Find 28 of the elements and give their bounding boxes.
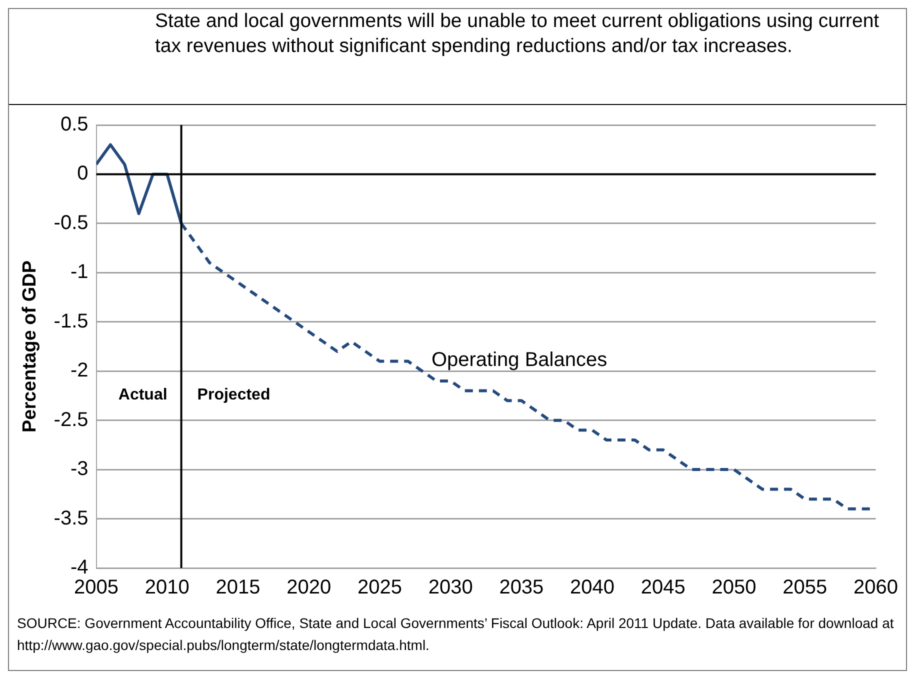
y-tick-label: -4 xyxy=(70,556,88,579)
x-tick-label: 2015 xyxy=(216,576,260,599)
y-tick-label: -2.5 xyxy=(54,408,88,431)
y-tick-label: 0.5 xyxy=(60,114,88,136)
x-tick-label: 2055 xyxy=(782,576,828,599)
x-tick-label: 2010 xyxy=(144,576,190,599)
x-tick-label: 2060 xyxy=(854,576,898,599)
x-tick-label: 2020 xyxy=(286,576,332,599)
annotation: Actual xyxy=(118,386,168,404)
y-axis-title: Percentage of GDP xyxy=(20,260,41,433)
x-tick-label: 2005 xyxy=(74,576,119,599)
y-tick-label: -3.5 xyxy=(54,507,88,530)
annotation: Projected xyxy=(197,386,270,404)
source-note: SOURCE: Government Accountability Office, State and Local Governments’ Fiscal Outlook: April 2011 Update. Data available for download at http://www.gao.gov/special.pubs/longterm/state/longtermdata.html. xyxy=(16,614,895,655)
x-tick-label: 2050 xyxy=(712,576,756,599)
y-tick-label: 0 xyxy=(77,162,88,185)
y-tick-label: -1.5 xyxy=(54,310,88,332)
x-tick-label: 2035 xyxy=(499,576,544,599)
x-tick-label: 2045 xyxy=(640,576,686,599)
chart-title: State and local governments will be unable to meet current obligations using current tax revenues without significant spending reductions and/or tax increases. xyxy=(9,9,906,105)
annotation: Operating Balances xyxy=(431,349,608,372)
x-tick-label: 2030 xyxy=(428,576,473,599)
y-tick-label: -0.5 xyxy=(54,212,88,234)
y-tick-label: -1 xyxy=(70,261,88,284)
y-tick-label: -2 xyxy=(70,360,88,382)
y-tick-label: -3 xyxy=(70,458,88,480)
x-tick-label: 2040 xyxy=(570,576,615,599)
x-tick-label: 2025 xyxy=(357,576,402,599)
